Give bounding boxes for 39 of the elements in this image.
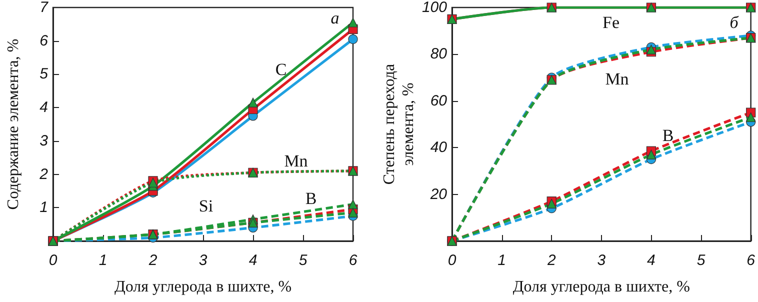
y-axis-title: Степень перехода элемента, %	[381, 64, 417, 185]
y-tick-label: 40	[430, 139, 448, 156]
y-tick-label: 4	[40, 99, 48, 116]
x-tick-label: 5	[298, 252, 308, 269]
y-axis-title: Содержание элемента, %	[5, 38, 22, 210]
annotation: Mn	[284, 152, 308, 171]
x-tick-label: 0	[48, 252, 58, 269]
annotation: Si	[198, 196, 214, 216]
x-tick-label: 4	[647, 252, 656, 269]
x-axis-title: Доля углерода в шихте, %	[512, 278, 690, 296]
x-tick-label: 4	[248, 252, 258, 269]
annotation: б	[730, 12, 739, 32]
y-tick-label: 7	[40, 0, 49, 16]
x-tick-label: 2	[148, 252, 158, 269]
annotation: B	[662, 126, 674, 145]
x-tick-label: 6	[348, 252, 358, 269]
annotation: C	[275, 60, 287, 79]
x-tick-label: 5	[696, 252, 706, 269]
annotation: Mn	[605, 69, 630, 88]
y-tick-label: 3	[40, 132, 49, 150]
x-axis-title: Доля углерода в шихте, %	[114, 278, 292, 296]
y-tick-label: 60	[430, 92, 448, 110]
y-tick-label: 100	[422, 0, 448, 16]
x-tick-label: 3	[198, 252, 208, 269]
annotation: а	[330, 8, 340, 28]
x-tick-label: 2	[546, 252, 556, 269]
annotation: Fe	[602, 12, 620, 32]
x-tick-label: 1	[498, 252, 506, 269]
y-tick-label: 20	[429, 186, 448, 203]
x-tick-label: 3	[597, 252, 606, 269]
annotation: B	[305, 189, 317, 208]
y-tick-label: 5	[40, 66, 49, 83]
x-tick-label: 1	[98, 252, 108, 269]
y-tick-label: 2	[38, 166, 49, 183]
y-tick-label: 6	[40, 32, 49, 50]
y-tick-label: 1	[40, 199, 48, 216]
x-tick-label: 0	[448, 252, 457, 269]
x-tick-label: 6	[746, 252, 756, 269]
y-tick-label: 80	[430, 46, 448, 63]
